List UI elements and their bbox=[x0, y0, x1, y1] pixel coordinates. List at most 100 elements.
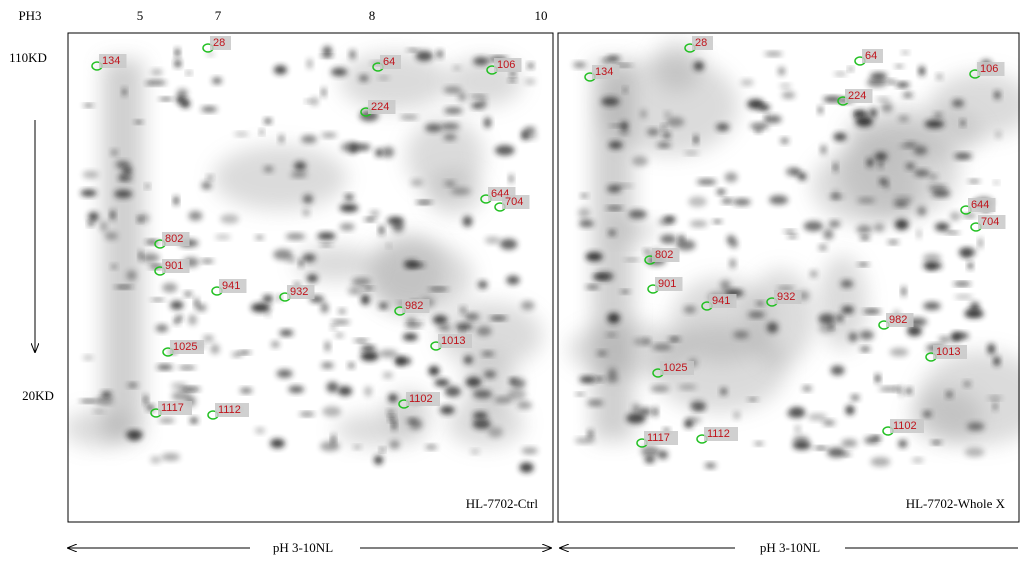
protein-spot bbox=[836, 314, 844, 323]
protein-spot bbox=[818, 244, 827, 251]
protein-spot bbox=[856, 224, 872, 235]
protein-spot bbox=[618, 131, 630, 136]
protein-spot bbox=[353, 445, 361, 450]
protein-spot bbox=[79, 399, 98, 403]
protein-spot bbox=[578, 220, 594, 228]
spot-label: 224 bbox=[371, 101, 389, 113]
protein-spot bbox=[207, 175, 213, 180]
panel-caption: HL-7702-Whole X bbox=[906, 496, 1006, 511]
protein-spot bbox=[177, 315, 183, 321]
protein-spot bbox=[850, 394, 860, 401]
spot-label: 1112 bbox=[218, 404, 241, 416]
protein-spot bbox=[922, 410, 932, 418]
protein-spot bbox=[362, 286, 374, 290]
protein-spot bbox=[263, 165, 274, 173]
smear bbox=[340, 52, 449, 111]
protein-spot bbox=[317, 232, 336, 240]
protein-spot bbox=[364, 386, 373, 397]
spot-tag bbox=[977, 62, 1005, 76]
protein-spot bbox=[388, 415, 395, 422]
spot-tag bbox=[774, 290, 802, 304]
protein-spot bbox=[302, 194, 314, 204]
protein-spot bbox=[878, 161, 884, 169]
protein-spot bbox=[829, 323, 834, 330]
protein-spot bbox=[337, 386, 353, 396]
protein-spot bbox=[766, 322, 779, 333]
protein-spot bbox=[150, 298, 166, 302]
protein-spot bbox=[360, 294, 370, 305]
protein-spot bbox=[963, 381, 971, 387]
protein-spot bbox=[394, 356, 412, 366]
protein-spot bbox=[848, 332, 858, 342]
protein-spot bbox=[978, 237, 983, 249]
protein-spot bbox=[683, 305, 697, 314]
spot-label: 901 bbox=[658, 278, 676, 290]
protein-spot bbox=[437, 325, 452, 331]
protein-spot bbox=[171, 382, 188, 390]
protein-spot bbox=[860, 346, 871, 352]
protein-spot bbox=[726, 234, 736, 245]
protein-spot bbox=[196, 304, 207, 312]
protein-spot bbox=[640, 445, 660, 457]
panel-caption: HL-7702-Ctrl bbox=[466, 496, 539, 511]
spot-label: 64 bbox=[865, 50, 877, 62]
protein-spot bbox=[462, 215, 473, 227]
protein-spot bbox=[380, 447, 385, 452]
protein-spot bbox=[436, 50, 443, 59]
gel-image bbox=[68, 33, 553, 522]
protein-spot bbox=[494, 396, 513, 404]
protein-spot bbox=[82, 355, 94, 360]
ph-tick: 5 bbox=[137, 8, 144, 23]
protein-spot bbox=[391, 420, 397, 431]
protein-spot bbox=[857, 197, 876, 204]
protein-spot bbox=[499, 238, 518, 250]
protein-spot bbox=[823, 228, 834, 240]
smear bbox=[671, 277, 772, 363]
protein-spot bbox=[478, 98, 487, 109]
spot-label: 704 bbox=[505, 196, 523, 208]
spot-tag bbox=[644, 431, 678, 445]
protein-spot bbox=[950, 211, 961, 221]
protein-spot bbox=[285, 233, 306, 240]
protein-spot bbox=[870, 108, 877, 118]
protein-spot bbox=[99, 220, 108, 232]
protein-spot bbox=[934, 222, 950, 232]
protein-spot bbox=[778, 66, 786, 76]
ph-range: pH 3-10NL bbox=[273, 540, 333, 555]
protein-spot bbox=[623, 87, 628, 93]
protein-spot bbox=[651, 344, 672, 351]
protein-spot bbox=[894, 219, 909, 230]
protein-spot bbox=[188, 314, 197, 326]
protein-spot bbox=[80, 189, 97, 197]
spot-tag bbox=[502, 195, 530, 209]
protein-spot bbox=[967, 262, 973, 270]
protein-spot bbox=[305, 99, 311, 104]
protein-spot bbox=[517, 401, 532, 409]
spot-label: 134 bbox=[595, 66, 613, 78]
protein-spot bbox=[823, 96, 842, 102]
protein-spot bbox=[970, 301, 980, 312]
protein-spot bbox=[810, 270, 818, 278]
protein-spot bbox=[82, 170, 99, 179]
protein-spot bbox=[933, 112, 943, 118]
protein-spot bbox=[202, 335, 214, 342]
protein-spot bbox=[606, 375, 619, 383]
protein-spot bbox=[402, 333, 418, 341]
protein-spot bbox=[597, 350, 608, 356]
protein-spot bbox=[693, 61, 705, 71]
protein-spot bbox=[262, 294, 274, 303]
spot-tag bbox=[886, 313, 914, 327]
protein-spot bbox=[118, 174, 129, 181]
protein-spot bbox=[987, 396, 1002, 401]
protein-spot bbox=[145, 183, 150, 189]
protein-spot bbox=[720, 280, 731, 291]
spot-tag bbox=[968, 198, 996, 212]
protein-spot bbox=[322, 406, 342, 417]
protein-spot bbox=[898, 385, 904, 397]
protein-spot bbox=[893, 201, 909, 208]
protein-spot bbox=[820, 144, 827, 155]
protein-spot bbox=[923, 301, 941, 311]
protein-spot bbox=[279, 329, 294, 337]
protein-spot bbox=[310, 97, 319, 106]
spot-tag bbox=[692, 36, 713, 50]
